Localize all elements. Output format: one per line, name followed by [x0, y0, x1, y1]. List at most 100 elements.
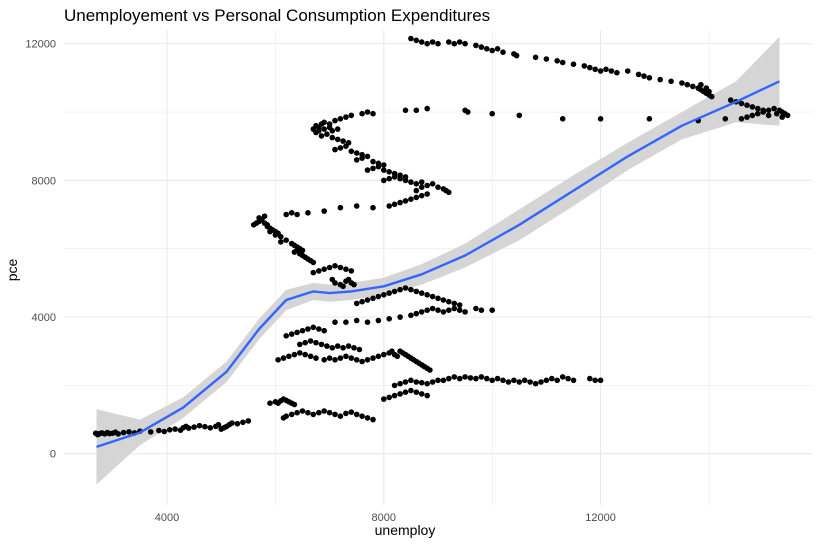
data-point — [473, 42, 479, 49]
data-point — [451, 374, 458, 380]
data-point — [297, 350, 303, 356]
data-point — [592, 66, 598, 73]
data-point — [516, 379, 523, 385]
data-point — [324, 343, 330, 349]
data-point — [261, 213, 268, 219]
data-point — [760, 109, 766, 115]
data-point — [397, 391, 403, 397]
data-point — [364, 167, 371, 173]
data-point — [749, 112, 756, 119]
data-point — [473, 375, 479, 382]
data-point — [381, 167, 387, 173]
data-point — [351, 281, 357, 288]
data-point — [559, 59, 566, 66]
data-point — [370, 165, 376, 172]
data-point — [370, 204, 376, 211]
data-point — [635, 71, 642, 78]
data-point — [462, 40, 468, 47]
data-point — [299, 247, 306, 254]
data-point — [375, 353, 382, 360]
data-point — [424, 191, 431, 197]
data-point — [641, 73, 647, 79]
data-point — [408, 196, 414, 202]
data-point — [679, 80, 685, 86]
data-point — [538, 379, 544, 385]
data-point — [348, 112, 355, 119]
data-point — [340, 283, 346, 290]
data-point — [532, 54, 539, 61]
data-point — [413, 310, 420, 317]
data-point — [196, 422, 203, 429]
data-point — [513, 52, 520, 59]
data-point — [451, 305, 458, 312]
data-point — [381, 292, 387, 298]
data-point — [353, 357, 360, 363]
data-point — [172, 426, 178, 432]
data-point — [587, 375, 593, 382]
data-point — [690, 83, 696, 90]
data-point — [370, 355, 376, 361]
data-point — [353, 317, 360, 324]
data-point — [418, 184, 425, 190]
data-point — [288, 210, 295, 216]
data-point — [597, 116, 604, 122]
data-point — [229, 420, 235, 426]
data-point — [288, 411, 295, 418]
data-point — [391, 170, 398, 177]
data-point — [424, 40, 431, 47]
data-point — [413, 194, 420, 201]
data-point — [408, 312, 414, 319]
data-point — [597, 68, 604, 74]
data-point — [126, 429, 132, 435]
data-point — [451, 40, 458, 47]
data-point — [359, 298, 365, 305]
data-point — [288, 331, 295, 337]
data-point — [408, 387, 414, 394]
data-point — [359, 358, 365, 365]
data-point — [413, 181, 420, 187]
data-point — [554, 58, 560, 64]
data-point — [294, 211, 300, 218]
data-point — [543, 377, 550, 384]
data-point — [418, 290, 425, 296]
data-point — [353, 411, 360, 418]
data-point — [413, 37, 420, 44]
data-point — [185, 425, 192, 431]
data-point — [370, 416, 376, 423]
data-point — [147, 429, 154, 435]
data-point — [343, 114, 349, 120]
data-point — [446, 39, 452, 45]
data-point — [313, 355, 319, 361]
data-point — [397, 172, 403, 178]
data-point — [364, 357, 371, 363]
data-point — [451, 300, 458, 307]
y-tick-label: 0 — [50, 449, 56, 461]
data-point — [353, 203, 360, 209]
data-point — [340, 138, 346, 144]
data-point — [394, 353, 401, 360]
data-point — [283, 333, 290, 339]
data-point — [156, 427, 162, 434]
data-point — [359, 151, 365, 158]
data-point — [418, 379, 425, 386]
data-point — [381, 162, 387, 168]
data-point — [440, 297, 447, 303]
data-point — [446, 189, 452, 196]
data-point — [418, 309, 425, 315]
data-point — [370, 110, 376, 117]
data-point — [446, 375, 452, 382]
data-point — [381, 177, 387, 184]
data-point — [494, 46, 501, 52]
data-point — [332, 319, 338, 326]
data-point — [234, 420, 241, 427]
data-point — [424, 105, 431, 112]
data-point — [337, 413, 344, 420]
data-point — [408, 286, 414, 293]
data-point — [337, 204, 344, 211]
data-point — [744, 114, 750, 120]
data-point — [427, 367, 433, 373]
data-point — [359, 413, 365, 420]
data-point — [359, 110, 365, 117]
data-point — [364, 109, 371, 115]
data-point — [348, 268, 355, 274]
